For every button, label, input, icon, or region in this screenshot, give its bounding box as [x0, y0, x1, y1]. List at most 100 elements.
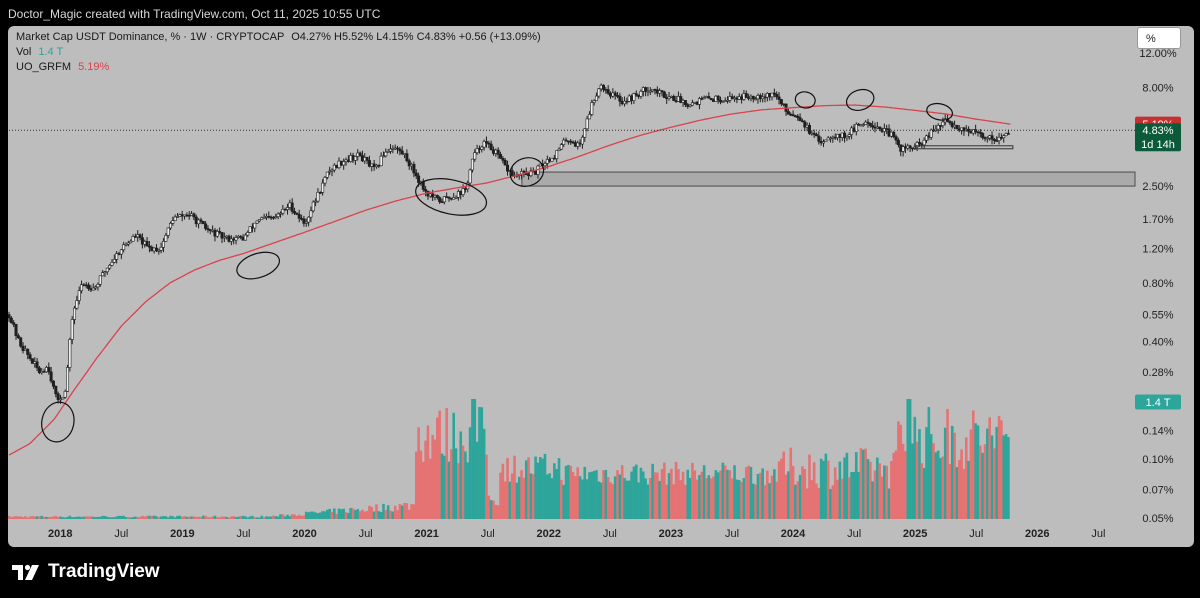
candle-body: [438, 197, 442, 203]
volume-bar: [314, 512, 317, 519]
candle-body: [66, 367, 70, 392]
volume-bar: [700, 471, 704, 519]
volume-bar: [127, 517, 130, 519]
volume-bar: [239, 516, 243, 519]
volume-bar: [812, 462, 816, 519]
candle-body: [367, 160, 371, 167]
legend-title: Market Cap USDT Dominance, % · 1W · CRYP…: [16, 31, 285, 43]
volume-bar: [311, 511, 315, 519]
volume-bar: [342, 508, 345, 519]
candle-body: [665, 97, 669, 99]
candle-body: [475, 148, 479, 153]
candle-body: [592, 100, 596, 103]
candle-body: [150, 246, 154, 252]
chart-panel[interactable]: 12.00% 8.00% 2.50% 1.70% 1.20% 0.80% 0.55% 0.40…: [8, 26, 1194, 547]
candle-body: [580, 136, 584, 145]
volume-badge: 1.4 T: [1146, 397, 1171, 409]
volume-bar: [103, 515, 107, 519]
volume-bar: [82, 516, 86, 519]
candle-body: [850, 127, 854, 135]
price-chart[interactable]: 12.00% 8.00% 2.50% 1.70% 1.20% 0.80% 0.55% 0.40…: [8, 26, 1194, 547]
volume-bar: [129, 517, 133, 519]
candle-body: [1002, 135, 1006, 138]
volume-bar: [19, 516, 23, 519]
candle-body: [936, 125, 940, 130]
volume-bar: [204, 515, 207, 519]
volume-bar: [318, 512, 322, 519]
volume-bar: [602, 470, 605, 519]
percent-scale-button[interactable]: %: [1137, 27, 1181, 49]
candle-body: [557, 148, 561, 151]
candle-body: [894, 136, 898, 141]
candle-body: [82, 284, 86, 287]
volume-bar: [578, 476, 582, 519]
volume-bar: [223, 516, 226, 519]
candle-body: [864, 121, 868, 125]
volume-bar: [775, 481, 778, 519]
volume-bar: [1002, 435, 1006, 519]
candle-body: [480, 146, 484, 150]
candle-body: [311, 201, 315, 212]
candle-body: [791, 114, 795, 117]
candle-body: [372, 163, 376, 168]
candle-body: [992, 138, 996, 141]
volume-bar: [14, 516, 18, 519]
candle-body: [374, 164, 378, 168]
candle-body: [721, 101, 725, 103]
candle-body: [503, 160, 507, 166]
volume-bar: [866, 459, 870, 519]
candle-body: [101, 272, 105, 277]
volume-bar: [850, 472, 853, 519]
candle-body: [63, 391, 67, 398]
volume-bar: [255, 517, 259, 519]
candle-body: [601, 84, 605, 90]
candle-body: [234, 237, 238, 241]
volume-bar: [159, 516, 163, 519]
candle-body: [969, 131, 973, 134]
volume-bar: [110, 517, 114, 519]
volume-bar: [787, 471, 790, 519]
volume-bar: [588, 472, 591, 519]
candle-body: [260, 217, 264, 220]
volume-bar: [157, 517, 161, 519]
candle-body: [995, 140, 999, 142]
volume-bar: [925, 427, 928, 519]
candle-body: [316, 191, 320, 202]
volume-bar: [967, 460, 970, 519]
candle-body: [449, 197, 453, 200]
countdown-badge: 1d 14h: [1141, 139, 1175, 151]
volume-bar: [365, 510, 369, 519]
candle-body: [40, 371, 44, 374]
hand-drawn-circle: [926, 102, 954, 121]
volume-bar: [691, 462, 694, 519]
candle-body: [800, 120, 804, 123]
candle-body: [599, 84, 603, 90]
candle-body: [168, 222, 172, 229]
volume-bar: [304, 511, 308, 519]
candle-body: [470, 158, 474, 171]
candle-body: [194, 216, 198, 225]
volume-bar: [499, 472, 502, 519]
candle-body: [697, 98, 701, 105]
candle-body: [667, 96, 671, 99]
x-tick-label: 2023: [659, 528, 683, 540]
candle-body: [353, 156, 357, 161]
volume-bar: [410, 504, 413, 519]
candle-body: [829, 137, 833, 140]
volume-bar: [796, 481, 800, 519]
candle-body: [616, 95, 620, 97]
volume-bar: [712, 476, 715, 519]
candle-body: [459, 191, 463, 195]
candle-body: [122, 244, 126, 251]
volume-bar: [496, 505, 500, 519]
candle-body: [981, 133, 985, 138]
candle-body: [702, 97, 706, 99]
candle-body: [662, 91, 666, 98]
candle-body: [421, 181, 425, 190]
volume-bar: [152, 515, 156, 519]
volume-bar: [56, 517, 60, 519]
volume-bar: [176, 515, 179, 519]
volume-bar: [939, 458, 942, 519]
volume-bar: [677, 469, 680, 519]
candle-body: [201, 221, 205, 225]
